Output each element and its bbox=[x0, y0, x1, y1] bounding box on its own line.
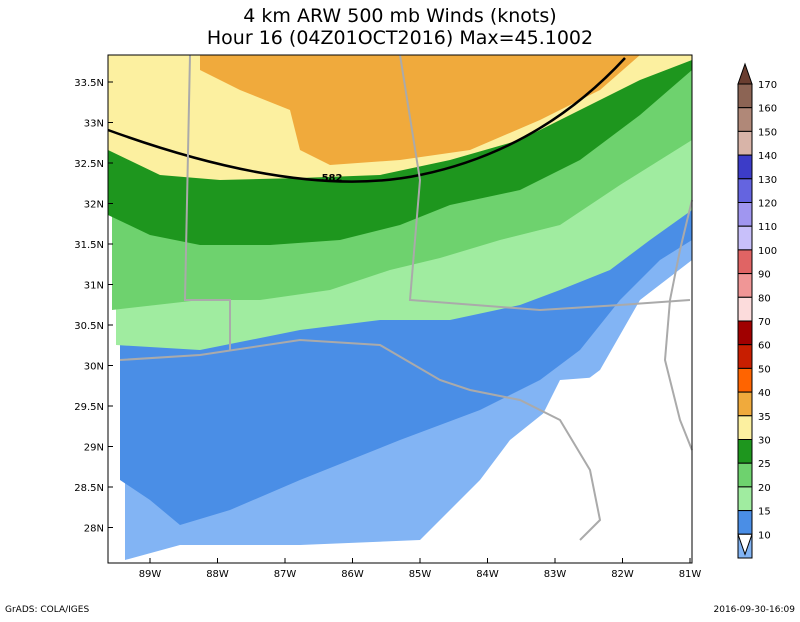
colorbar-label: 60 bbox=[758, 341, 771, 352]
colorbar-label: 160 bbox=[758, 104, 777, 115]
coastline bbox=[663, 199, 693, 451]
lon-label: 82W bbox=[611, 569, 634, 580]
colorbar-label: 50 bbox=[758, 364, 771, 375]
lat-label: 31.5N bbox=[74, 240, 104, 251]
lat-label: 28N bbox=[84, 524, 104, 535]
title-line2: Hour 16 (04Z01OCT2016) Max=45.1002 bbox=[207, 27, 593, 49]
colorbar-label: 170 bbox=[758, 80, 777, 91]
lon-label: 85W bbox=[409, 569, 432, 580]
colorbar-box bbox=[737, 202, 753, 227]
lon-label: 86W bbox=[341, 569, 364, 580]
colorbar-label: 40 bbox=[758, 388, 771, 399]
colorbar-label: 35 bbox=[758, 412, 771, 423]
lon-label: 84W bbox=[476, 569, 499, 580]
colorbar-label: 80 bbox=[758, 293, 771, 304]
lon-label: 83W bbox=[544, 569, 567, 580]
footer-left: GrADS: COLA/IGES bbox=[5, 605, 89, 615]
lat-label: 32N bbox=[84, 200, 104, 211]
contour-label: 582 bbox=[322, 173, 343, 184]
colorbar-box bbox=[737, 510, 753, 535]
colorbar-box bbox=[737, 486, 753, 512]
colorbar-box bbox=[737, 107, 753, 132]
lon-label: 88W bbox=[206, 569, 229, 580]
colorbar-label: 90 bbox=[758, 270, 771, 281]
map: 582 bbox=[107, 54, 693, 564]
colorbar-box bbox=[737, 367, 753, 393]
colorbar-label: 130 bbox=[758, 175, 777, 186]
colorbar-box bbox=[737, 439, 753, 464]
band bbox=[200, 55, 640, 165]
colorbar-cap bbox=[737, 533, 753, 556]
lon-label: 87W bbox=[274, 569, 297, 580]
map-frame bbox=[107, 54, 693, 564]
colorbar-box bbox=[737, 83, 753, 109]
colorbar-box bbox=[737, 462, 753, 488]
lat-label: 31N bbox=[84, 281, 104, 292]
colorbar-box bbox=[737, 178, 753, 204]
band bbox=[430, 370, 692, 563]
colorbar-label: 30 bbox=[758, 436, 771, 447]
lat-label: 32.5N bbox=[74, 159, 104, 170]
state-border bbox=[399, 54, 691, 312]
borders bbox=[119, 54, 693, 541]
lat-label: 28.5N bbox=[74, 483, 104, 494]
colorbar-box bbox=[737, 273, 753, 298]
colorbar-box bbox=[737, 344, 753, 369]
colorbar-box bbox=[737, 320, 753, 346]
lat-label: 30N bbox=[84, 362, 104, 373]
state-border bbox=[183, 54, 231, 350]
lat-label: 33.5N bbox=[74, 78, 104, 89]
colorbar-label: 10 bbox=[758, 530, 771, 541]
colorbar-label: 15 bbox=[758, 507, 771, 518]
colorbar-label: 70 bbox=[758, 317, 771, 328]
colorbar-label: 110 bbox=[758, 222, 777, 233]
colorbar-box bbox=[737, 391, 753, 417]
lon-label: 89W bbox=[139, 569, 162, 580]
lat-label: 33N bbox=[84, 119, 104, 130]
colorbar-label: 25 bbox=[758, 459, 771, 470]
lat-label: 29N bbox=[84, 443, 104, 454]
colorbar-box bbox=[737, 225, 753, 251]
footer-right: 2016-09-30-16:09 bbox=[714, 605, 796, 615]
lat-label: 30.5N bbox=[74, 321, 104, 332]
colorbar-box bbox=[737, 154, 753, 180]
lat-label: 29.5N bbox=[74, 402, 104, 413]
coastline bbox=[119, 338, 602, 541]
colorbar-box bbox=[737, 296, 753, 322]
colorbar-label: 140 bbox=[758, 151, 777, 162]
colorbar-label: 150 bbox=[758, 127, 777, 138]
colorbar-label: 100 bbox=[758, 246, 777, 257]
colorbar-cap bbox=[737, 62, 753, 85]
colorbar-box bbox=[737, 130, 753, 156]
colorbar-box bbox=[737, 415, 753, 440]
lon-label: 81W bbox=[679, 569, 702, 580]
colorbar-label: 120 bbox=[758, 199, 777, 210]
colorbar-label: 20 bbox=[758, 483, 771, 494]
colorbar-box bbox=[737, 249, 753, 275]
title-line1: 4 km ARW 500 mb Winds (knots) bbox=[243, 5, 556, 27]
